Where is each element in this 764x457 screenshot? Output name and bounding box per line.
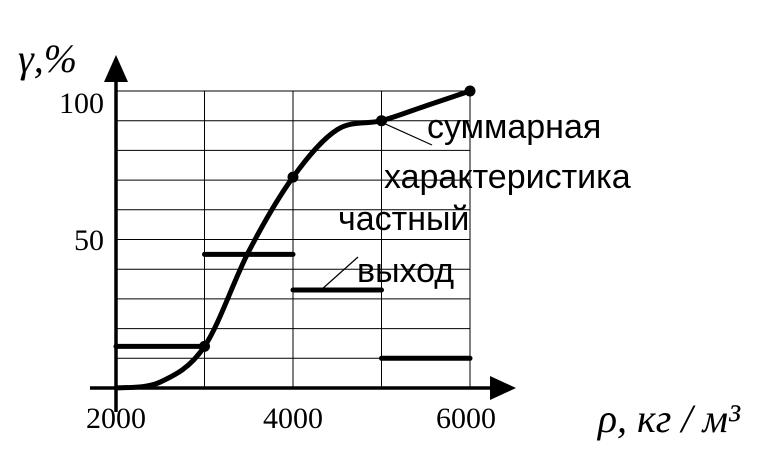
summary-point — [287, 171, 299, 183]
axes — [90, 55, 516, 412]
x-tick-label: 2000 — [86, 402, 146, 435]
annotation-leader — [380, 121, 433, 146]
x-axis-arrow — [490, 376, 516, 400]
annotation-text: частный — [338, 200, 469, 238]
annotation-text: выход — [357, 252, 454, 290]
annotation-text: суммарная — [427, 108, 601, 146]
summary-point — [464, 85, 476, 97]
annotation-leader — [320, 256, 359, 291]
x-tick-label: 6000 — [436, 402, 496, 435]
series — [113, 85, 476, 391]
x-axis-label: ρ, кг / м³ — [596, 396, 741, 441]
y-tick-label: 100 — [59, 87, 104, 120]
y-axis-arrow — [104, 55, 128, 82]
grid — [116, 90, 471, 388]
y-tick-label: 50 — [74, 224, 104, 257]
annotation-text: характеристика — [384, 158, 631, 196]
x-tick-label: 4000 — [263, 402, 323, 435]
y-axis-label: γ,% — [18, 36, 77, 81]
summary-characteristic-line — [113, 88, 473, 391]
labels: 2000 4000 6000 50 100 γ,% ρ, кг / м³ суммарная х… — [18, 36, 741, 441]
